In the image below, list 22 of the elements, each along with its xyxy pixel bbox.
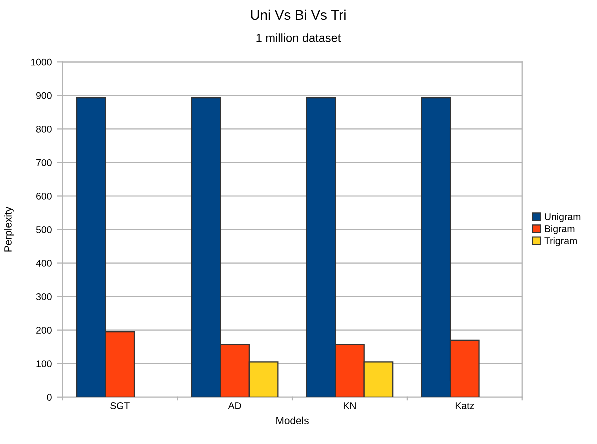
y-tick-label: 200 — [36, 327, 52, 334]
y-tick-label: 500 — [36, 226, 52, 234]
x-tick-label: SGT — [110, 402, 130, 410]
y-tick-label: 700 — [36, 159, 52, 166]
y-tick-label: 100 — [36, 360, 52, 368]
x-axis-title: Models — [276, 416, 309, 425]
x-tick-label: Katz — [456, 402, 474, 410]
x-tick-label: KN — [344, 402, 356, 410]
y-tick-label: 400 — [36, 260, 52, 267]
legend-label: Unigram — [545, 213, 581, 222]
legend-label: Trigram — [544, 237, 577, 246]
y-tick-label: 900 — [36, 92, 52, 100]
chart-title: Uni Vs Bi Vs Tri — [251, 10, 346, 20]
x-tick-label: AD — [228, 402, 242, 410]
y-tick-label: 1000 — [31, 58, 52, 66]
chart-subtitle: 1 million dataset — [256, 34, 342, 42]
y-tick-label: 0 — [47, 394, 52, 401]
y-axis-title: Perplexity — [4, 206, 14, 252]
y-tick-label: 300 — [36, 294, 52, 300]
y-tick-label: 600 — [36, 192, 52, 200]
legend-label: Bigram — [545, 225, 575, 234]
y-tick-label: 800 — [36, 126, 52, 133]
